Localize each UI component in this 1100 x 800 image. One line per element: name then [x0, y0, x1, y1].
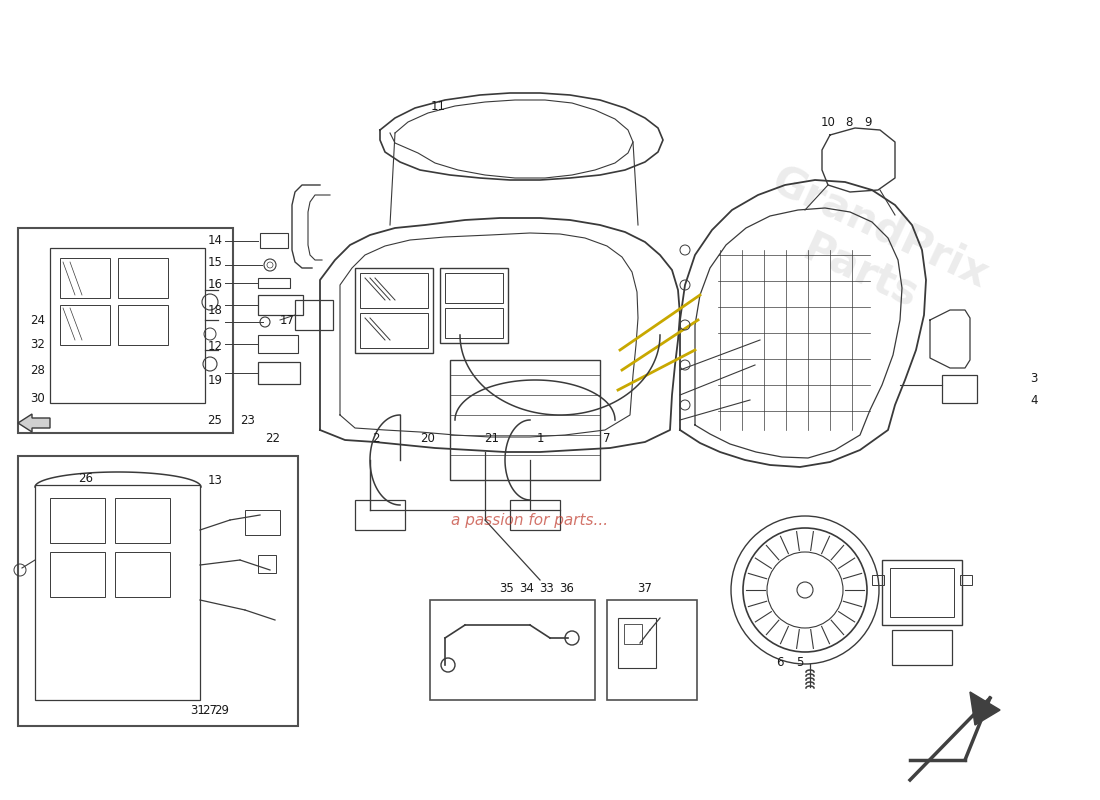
Text: 26: 26 — [78, 471, 94, 485]
Text: 37: 37 — [638, 582, 652, 594]
Bar — [450, 360, 600, 480]
Text: 15: 15 — [208, 257, 223, 270]
Text: 27: 27 — [202, 703, 218, 717]
Bar — [118, 305, 168, 345]
Text: 33: 33 — [540, 582, 554, 594]
Bar — [260, 233, 288, 248]
Bar — [118, 258, 168, 298]
Text: 31: 31 — [190, 703, 206, 717]
Text: GrandPrix
Parts: GrandPrix Parts — [745, 159, 996, 341]
Bar — [50, 498, 104, 543]
Bar — [116, 498, 170, 543]
Bar — [60, 305, 110, 345]
Text: 35: 35 — [499, 582, 515, 594]
Text: 8: 8 — [845, 117, 853, 130]
Bar — [245, 510, 280, 535]
Text: 17: 17 — [280, 314, 295, 326]
Bar — [258, 362, 300, 384]
Text: 21: 21 — [484, 433, 499, 446]
Bar — [607, 600, 697, 700]
Bar — [50, 552, 104, 597]
Text: 13: 13 — [208, 474, 223, 486]
Text: 3: 3 — [1030, 371, 1037, 385]
Text: a passion for parts...: a passion for parts... — [451, 513, 608, 527]
Bar — [355, 268, 433, 353]
Bar — [35, 485, 200, 700]
Polygon shape — [18, 414, 50, 432]
Text: 16: 16 — [208, 278, 223, 291]
Polygon shape — [970, 692, 1000, 725]
Text: 28: 28 — [30, 363, 45, 377]
Bar — [960, 575, 972, 585]
Bar — [440, 268, 508, 343]
Bar — [510, 500, 560, 530]
Bar — [258, 555, 276, 573]
Bar — [18, 456, 298, 726]
Text: 29: 29 — [214, 703, 230, 717]
Bar — [116, 552, 170, 597]
Bar — [50, 248, 205, 403]
Text: 4: 4 — [1030, 394, 1037, 406]
Bar — [60, 258, 110, 298]
Text: 10: 10 — [821, 117, 835, 130]
Text: 7: 7 — [603, 433, 611, 446]
Bar — [942, 375, 977, 403]
Text: 6: 6 — [777, 655, 783, 669]
Bar — [446, 273, 503, 303]
Text: 1: 1 — [537, 433, 543, 446]
Text: 32: 32 — [30, 338, 45, 350]
Text: 20: 20 — [420, 433, 436, 446]
Bar — [882, 560, 962, 625]
Text: 19: 19 — [208, 374, 223, 386]
Text: 34: 34 — [519, 582, 535, 594]
Text: 2: 2 — [372, 433, 379, 446]
Bar — [258, 295, 303, 315]
Bar — [258, 335, 298, 353]
Text: 14: 14 — [208, 234, 223, 246]
Text: 12: 12 — [208, 339, 223, 353]
Bar — [890, 568, 954, 617]
Text: 18: 18 — [208, 303, 223, 317]
Bar — [18, 228, 233, 433]
Bar — [872, 575, 884, 585]
Text: 25: 25 — [208, 414, 222, 426]
Bar — [446, 308, 503, 338]
Bar — [355, 500, 405, 530]
Text: 11: 11 — [430, 101, 446, 114]
Bar — [295, 300, 333, 330]
Text: 36: 36 — [560, 582, 574, 594]
Bar — [258, 278, 290, 288]
Bar — [624, 624, 642, 644]
Text: 23: 23 — [241, 414, 255, 426]
Bar — [360, 273, 428, 308]
Text: 5: 5 — [796, 655, 804, 669]
Bar — [430, 600, 595, 700]
Text: 30: 30 — [30, 391, 45, 405]
Text: 9: 9 — [865, 117, 871, 130]
Bar — [892, 630, 952, 665]
Text: 22: 22 — [265, 433, 280, 446]
Bar — [360, 313, 428, 348]
Text: 24: 24 — [30, 314, 45, 326]
Bar — [618, 618, 656, 668]
